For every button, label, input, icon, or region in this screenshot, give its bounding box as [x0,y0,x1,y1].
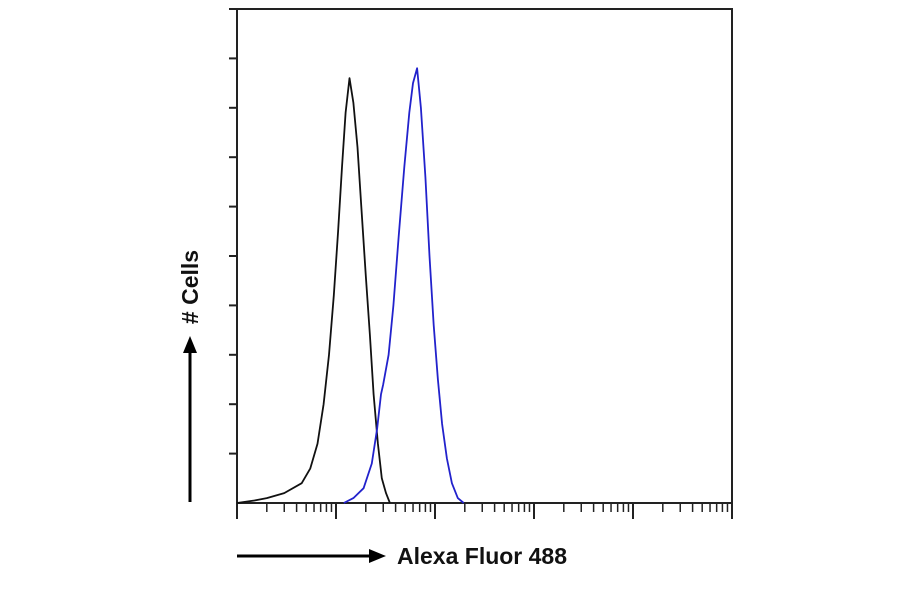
histogram-series-1 [236,77,391,504]
plot-frame [236,8,733,504]
series-layer [236,67,465,504]
histogram-series-2 [343,67,465,504]
y-axis-label: # Cells [177,250,203,324]
x-axis-label: Alexa Fluor 488 [397,543,567,569]
y-axis-ticks [229,8,237,455]
x-axis-ticks [236,503,733,519]
x-axis-arrow-head [369,549,386,563]
y-axis-arrow-head [183,336,197,353]
